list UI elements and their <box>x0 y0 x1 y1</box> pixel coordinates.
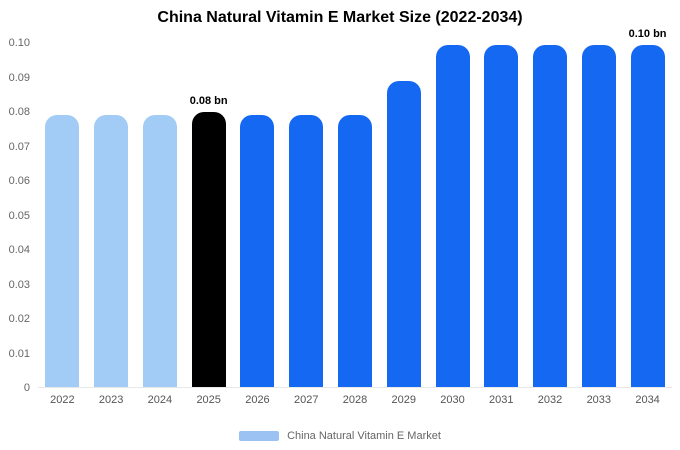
bar-2024 <box>142 115 177 387</box>
chart-title: China Natural Vitamin E Market Size (202… <box>157 9 523 26</box>
bar-slot-2029 <box>379 43 428 387</box>
bar-slot-2024 <box>136 43 185 387</box>
x-axis-label-2026: 2026 <box>245 394 270 406</box>
y-axis-tick-0.08: 0.08 <box>8 106 30 118</box>
bar-2029 <box>386 80 421 387</box>
bar-slot-2027 <box>282 43 331 387</box>
plot-area: 0.08 bn 0.10 bn <box>38 28 672 388</box>
bar-annotation-2025: 0.08 bn <box>189 94 228 107</box>
bar-slot-2023 <box>87 43 136 387</box>
bar-slot-2026 <box>233 43 282 387</box>
bar-slot-2032 <box>526 43 575 387</box>
x-axis-label-2025: 2025 <box>196 394 221 406</box>
x-axis-label-2028: 2028 <box>342 394 368 406</box>
bar-slot-2034: 0.10 bn <box>623 28 672 387</box>
x-axis-label-2024: 2024 <box>147 394 173 406</box>
y-axis-tick-0.05: 0.05 <box>8 209 30 222</box>
bar-slot-2030 <box>428 43 477 387</box>
bar-2023 <box>94 115 129 387</box>
bar-2031 <box>484 44 519 387</box>
bar-2027 <box>289 115 324 387</box>
legend-label: China Natural Vitamin E Market <box>287 430 441 442</box>
x-axis: 2022 2023 2024 2025 2026 2027 2028 2029 2030 2031… <box>38 394 672 408</box>
legend: China Natural Vitamin E Market <box>0 429 680 443</box>
bar-2033 <box>581 44 616 387</box>
x-axis-label-2023: 2023 <box>98 394 124 406</box>
y-axis: 0 0.01 0.02 0.03 0.04 0.05 0.06 0.07 0.08 0.09 0.1… <box>0 37 32 394</box>
legend-swatch <box>239 431 280 441</box>
bar-slot-2022 <box>38 43 87 387</box>
y-axis-tick-0.06: 0.06 <box>8 175 30 187</box>
bar-2026 <box>240 115 275 387</box>
x-axis-label-2022: 2022 <box>50 394 75 406</box>
x-axis-label-2031: 2031 <box>489 394 514 406</box>
y-axis-tick-0: 0 <box>23 382 30 394</box>
bar-2025 <box>191 111 226 387</box>
bar-2034 <box>630 44 665 387</box>
bar-slot-2025: 0.08 bn <box>184 43 233 387</box>
y-axis-tick-0.01: 0.01 <box>8 347 30 360</box>
bar-slot-2033 <box>574 43 623 387</box>
bar-annotation-2034: 0.10 bn <box>628 27 667 40</box>
bar-2030 <box>435 44 470 387</box>
y-axis-tick-0.09: 0.09 <box>8 71 30 84</box>
bar-slot-2031 <box>477 43 526 387</box>
x-axis-label-2029: 2029 <box>391 394 416 406</box>
y-axis-tick-0.07: 0.07 <box>8 140 30 153</box>
bar-2032 <box>533 44 568 387</box>
y-axis-tick-0.10: 0.10 <box>8 37 30 49</box>
x-axis-label-2032: 2032 <box>537 394 563 406</box>
bar-slot-2028 <box>331 43 380 387</box>
bar-2022 <box>45 115 80 387</box>
bar-2028 <box>337 115 372 387</box>
x-axis-label-2030: 2030 <box>440 394 465 406</box>
y-axis-tick-0.02: 0.02 <box>8 313 30 325</box>
y-axis-tick-0.04: 0.04 <box>8 244 30 256</box>
x-axis-label-2033: 2033 <box>586 394 612 406</box>
x-axis-label-2027: 2027 <box>293 394 319 406</box>
x-axis-label-2034: 2034 <box>635 394 660 406</box>
y-axis-tick-0.03: 0.03 <box>8 278 30 291</box>
